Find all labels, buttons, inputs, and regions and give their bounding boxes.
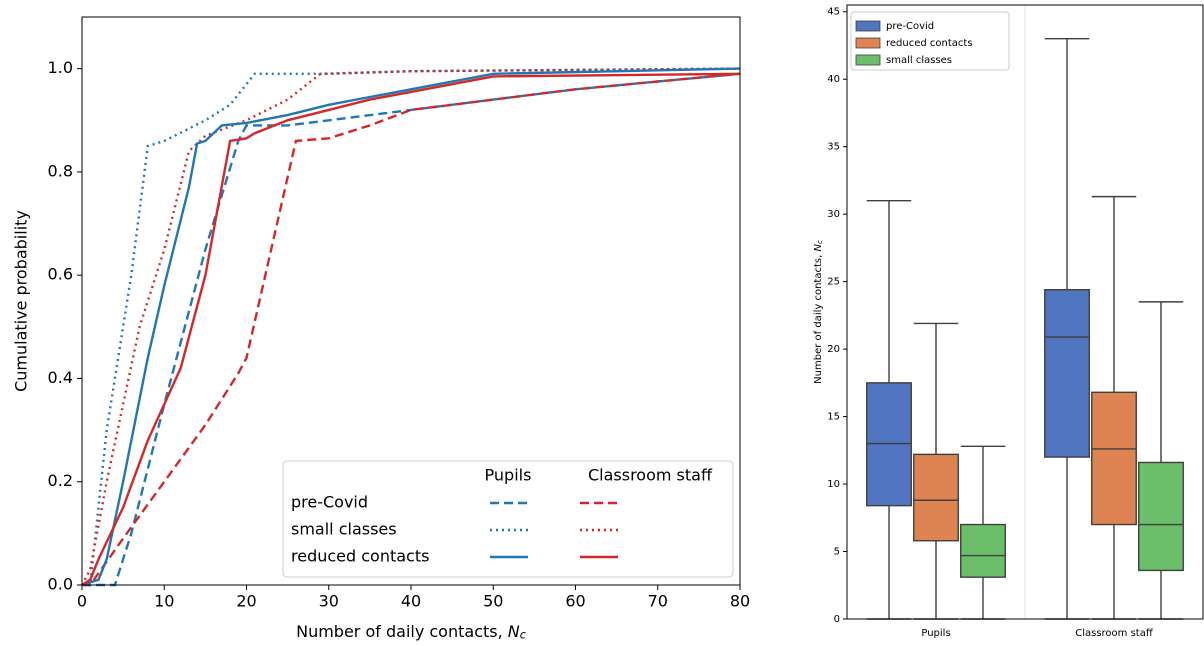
x-tick-label: 80 bbox=[730, 592, 750, 611]
plot-frame bbox=[81, 16, 741, 586]
y-tick-label: 0.8 bbox=[48, 161, 73, 180]
legend-patch bbox=[855, 37, 881, 49]
y-tick-label: 10 bbox=[827, 479, 840, 490]
legend-label: pre-Covid bbox=[886, 21, 934, 32]
legend-frame bbox=[850, 11, 1010, 71]
axis-label: Number of daily contacts, Nc bbox=[296, 622, 526, 642]
x-tick-label: 30 bbox=[319, 592, 339, 611]
y-tick-label: 45 bbox=[827, 7, 840, 18]
y-tick-label: 0.6 bbox=[48, 265, 73, 284]
y-tick-label: 1.0 bbox=[48, 58, 73, 77]
y-tick-label: 0.2 bbox=[48, 471, 73, 490]
y-tick-label: 20 bbox=[827, 344, 840, 355]
y-axis-label: Cumulative probability bbox=[12, 210, 31, 392]
box-panel: 0 5 10 15 20 25 30 35 40 45 Pupils Classroom staff N… bbox=[813, 4, 1204, 639]
x-tick-label: 70 bbox=[648, 592, 668, 611]
legend-header: Pupils bbox=[485, 466, 532, 485]
cdf-line bbox=[82, 67, 741, 587]
box bbox=[1091, 391, 1137, 526]
box bbox=[913, 453, 959, 542]
x-tick-label: Pupils bbox=[921, 628, 950, 639]
y-tick-label: 0.4 bbox=[48, 368, 73, 387]
box bbox=[960, 523, 1006, 578]
x-tick-label: 60 bbox=[565, 592, 585, 611]
x-tick-label: 50 bbox=[483, 592, 503, 611]
legend-patch bbox=[855, 54, 881, 66]
label-symbol: N bbox=[508, 622, 520, 641]
y-tick-label: 35 bbox=[827, 142, 840, 153]
y-tick-label: 0 bbox=[834, 614, 840, 625]
y-tick-label: 30 bbox=[827, 209, 840, 220]
legend-header: Classroom staff bbox=[588, 466, 713, 485]
y-tick-label: 40 bbox=[827, 74, 840, 85]
x-tick-label: Classroom staff bbox=[1075, 628, 1154, 639]
box bbox=[1138, 461, 1184, 572]
legend-label: pre-Covid bbox=[291, 493, 368, 512]
cdf-panel: 0 10 20 30 40 50 60 70 80 0.0 0.2 0.4 0.6 0.8 1.0 Cumul… bbox=[12, 16, 750, 642]
legend-label: reduced contacts bbox=[291, 547, 429, 566]
legend-label: small classes bbox=[291, 520, 397, 539]
cdf-line bbox=[82, 72, 741, 587]
y-tick-label: 15 bbox=[827, 412, 840, 423]
legend-label: reduced contacts bbox=[886, 38, 973, 49]
y-tick-label: 5 bbox=[834, 547, 840, 558]
box bbox=[1044, 289, 1090, 458]
y-tick-label: 25 bbox=[827, 277, 840, 288]
cdf-line bbox=[81, 72, 741, 587]
plot-frame bbox=[846, 4, 1204, 620]
y-tick-label: 0.0 bbox=[48, 575, 73, 594]
label-symbol: N bbox=[813, 244, 824, 252]
label-text: Number of daily contacts, bbox=[296, 622, 508, 641]
x-tick-label: 10 bbox=[154, 592, 174, 611]
cdf-line bbox=[81, 67, 741, 587]
label-subscript: c bbox=[520, 628, 526, 641]
x-tick-label: 20 bbox=[236, 592, 256, 611]
axis-label: Number of daily contacts, Nc bbox=[813, 240, 824, 384]
legend-frame bbox=[282, 460, 734, 578]
legend-label: small classes bbox=[886, 55, 952, 66]
label-text: Number of daily contacts, bbox=[813, 252, 824, 384]
x-tick-label: 40 bbox=[401, 592, 421, 611]
label-subscript: c bbox=[816, 240, 824, 244]
legend-patch bbox=[855, 20, 881, 32]
x-tick-label: 0 bbox=[77, 592, 87, 611]
